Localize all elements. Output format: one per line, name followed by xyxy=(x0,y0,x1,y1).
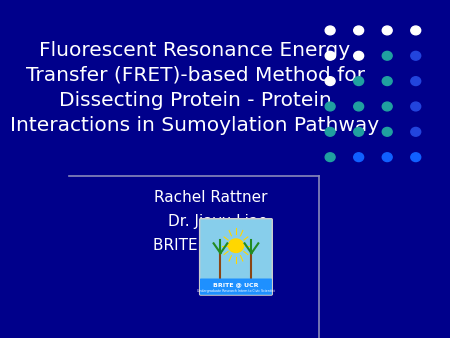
Circle shape xyxy=(228,239,243,252)
Circle shape xyxy=(411,26,421,35)
Circle shape xyxy=(411,77,421,86)
Circle shape xyxy=(411,127,421,136)
Circle shape xyxy=(354,102,364,111)
Circle shape xyxy=(411,51,421,60)
Circle shape xyxy=(382,51,392,60)
Circle shape xyxy=(411,102,421,111)
Circle shape xyxy=(354,51,364,60)
Circle shape xyxy=(354,127,364,136)
Circle shape xyxy=(325,77,335,86)
Text: Fluorescent Resonance Energy
Transfer (FRET)-based Method for
Dissecting Protein: Fluorescent Resonance Energy Transfer (F… xyxy=(10,41,380,135)
FancyBboxPatch shape xyxy=(200,279,272,295)
Text: Rachel Rattner: Rachel Rattner xyxy=(154,190,267,205)
Circle shape xyxy=(325,26,335,35)
Text: Dr. Jiayu Liao: Dr. Jiayu Liao xyxy=(168,214,267,229)
Circle shape xyxy=(325,51,335,60)
Circle shape xyxy=(354,26,364,35)
Circle shape xyxy=(325,102,335,111)
Text: BRITE Program: BRITE Program xyxy=(153,238,267,252)
Text: Undergraduate Research Intern to Civic Scientist: Undergraduate Research Intern to Civic S… xyxy=(197,289,275,293)
Text: BRITE @ UCR: BRITE @ UCR xyxy=(213,282,259,287)
Circle shape xyxy=(325,153,335,162)
Circle shape xyxy=(411,153,421,162)
FancyBboxPatch shape xyxy=(200,219,272,295)
Circle shape xyxy=(382,77,392,86)
Circle shape xyxy=(382,26,392,35)
Circle shape xyxy=(354,153,364,162)
Circle shape xyxy=(325,127,335,136)
Circle shape xyxy=(382,102,392,111)
Circle shape xyxy=(382,153,392,162)
Circle shape xyxy=(382,127,392,136)
Circle shape xyxy=(354,77,364,86)
